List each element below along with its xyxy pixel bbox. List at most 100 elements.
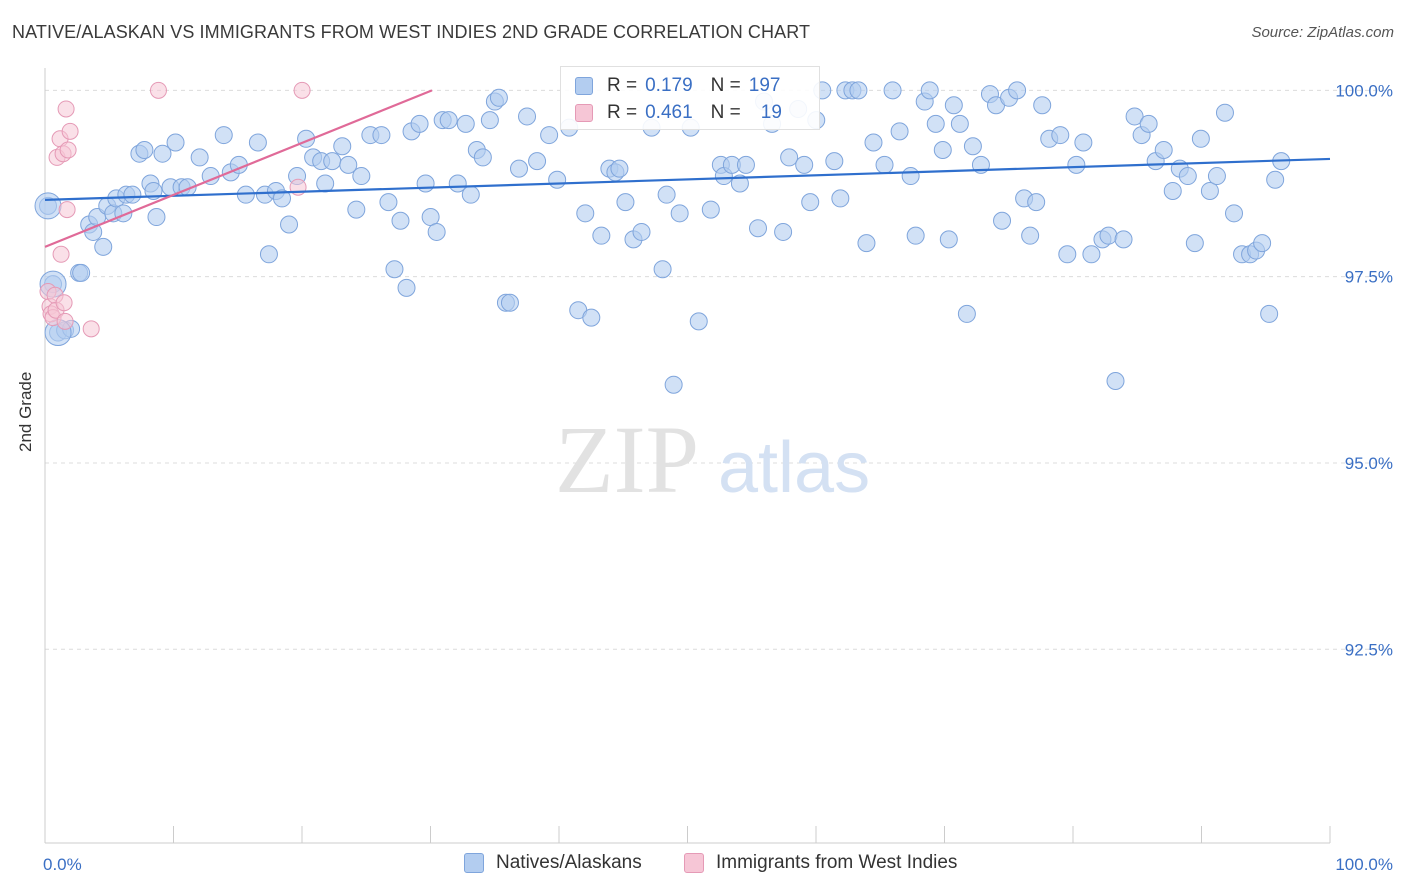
data-point-natives <box>1008 81 1027 100</box>
data-point-natives <box>416 174 435 193</box>
trend-line-natives <box>44 157 1331 201</box>
data-point-natives <box>147 208 166 227</box>
data-point-natives <box>944 96 963 115</box>
data-point-natives <box>1033 96 1052 115</box>
chart-title: NATIVE/ALASKAN VS IMMIGRANTS FROM WEST I… <box>12 22 811 42</box>
data-point-west-indies <box>57 100 75 118</box>
data-point-natives <box>926 114 945 133</box>
data-point-natives <box>864 133 883 152</box>
data-point-natives <box>190 148 209 167</box>
trend-line-west-indies <box>44 89 433 248</box>
data-point-west-indies <box>59 141 77 159</box>
watermark: ZIP atlas <box>555 406 870 513</box>
data-point-natives <box>1067 155 1086 174</box>
data-point-natives <box>1099 226 1118 245</box>
data-point-natives-large <box>34 192 62 220</box>
data-point-natives <box>259 245 278 264</box>
tick-labels: 100.0% 97.5% 95.0% 92.5% 0.0% 100.0% <box>43 81 1393 874</box>
data-point-natives <box>849 81 868 100</box>
y-tick-label: 95.0% <box>1345 454 1393 473</box>
data-point-natives <box>582 308 601 327</box>
data-point-natives <box>72 263 91 282</box>
data-point-natives <box>632 222 651 241</box>
data-point-natives <box>427 222 446 241</box>
data-point-natives <box>1106 371 1125 390</box>
data-point-natives <box>963 137 982 156</box>
data-point-natives <box>1266 170 1285 189</box>
data-point-natives <box>610 159 629 178</box>
data-point-natives <box>1051 126 1070 145</box>
data-point-west-indies <box>56 312 74 330</box>
data-point-natives <box>397 278 416 297</box>
legend-row-natives: R = 0.179 N = 197 <box>575 73 780 99</box>
data-point-natives <box>664 375 683 394</box>
data-point-natives <box>123 185 142 204</box>
data-point-natives <box>1021 226 1040 245</box>
data-point-natives <box>795 155 814 174</box>
data-point-natives <box>1163 181 1182 200</box>
data-point-natives <box>1253 234 1272 253</box>
data-point-natives <box>1185 234 1204 253</box>
data-point-natives <box>1178 167 1197 186</box>
data-point-natives <box>135 140 154 159</box>
data-point-natives <box>774 222 793 241</box>
data-point-natives <box>825 152 844 171</box>
data-point-natives <box>592 226 611 245</box>
data-point-natives <box>576 204 595 223</box>
data-point-natives <box>950 114 969 133</box>
data-point-natives <box>372 126 391 145</box>
watermark-zip: ZIP <box>555 406 699 513</box>
data-point-natives <box>780 148 799 167</box>
data-point-west-indies <box>55 294 73 312</box>
data-point-natives <box>473 148 492 167</box>
data-point-natives <box>272 189 291 208</box>
bottom-legend-natives: Natives/Alaskans <box>464 852 642 874</box>
legend-n-label: N = <box>710 75 741 96</box>
data-point-natives <box>456 114 475 133</box>
bottom-legend-label-natives: Natives/Alaskans <box>496 852 642 873</box>
data-point-natives <box>653 260 672 279</box>
data-point-natives <box>1215 103 1234 122</box>
data-point-natives <box>1200 181 1219 200</box>
data-point-natives <box>689 312 708 331</box>
data-point-west-indies <box>58 201 76 219</box>
legend-row-west-indies: R = 0.461 N = 19 <box>575 100 782 126</box>
data-point-natives <box>480 111 499 130</box>
data-point-natives <box>1058 245 1077 264</box>
data-point-natives <box>993 211 1012 230</box>
data-point-natives <box>153 144 172 163</box>
data-point-natives <box>323 152 342 171</box>
data-point-natives <box>391 211 410 230</box>
watermark-atlas: atlas <box>718 428 870 508</box>
bottom-legend-label-west-indies: Immigrants from West Indies <box>716 852 958 873</box>
data-point-natives <box>1207 167 1226 186</box>
data-point-natives <box>957 304 976 323</box>
x-tick-label-min: 0.0% <box>43 855 82 874</box>
y-tick-label: 97.5% <box>1345 268 1393 287</box>
data-point-natives <box>1260 304 1279 323</box>
data-point-natives <box>883 81 902 100</box>
data-point-natives <box>1225 204 1244 223</box>
data-point-west-indies <box>61 122 79 140</box>
data-point-west-indies <box>82 320 100 338</box>
data-point-natives <box>890 122 909 141</box>
data-point-natives <box>657 185 676 204</box>
stats-legend: R = 0.179 N = 197 R = 0.461 N = 19 <box>560 66 820 130</box>
bottom-legend-swatch-pink <box>684 853 704 873</box>
data-point-natives <box>316 174 335 193</box>
data-point-natives <box>1027 193 1046 212</box>
data-point-natives <box>749 219 768 238</box>
data-point-natives <box>94 237 113 256</box>
data-point-natives <box>616 193 635 212</box>
legend-n-value: 19 <box>760 102 782 123</box>
data-point-natives <box>461 185 480 204</box>
data-point-natives <box>518 107 537 126</box>
data-point-natives <box>1074 133 1093 152</box>
data-point-natives <box>730 174 749 193</box>
data-point-natives <box>280 215 299 234</box>
data-point-natives <box>801 193 820 212</box>
y-tick-label: 92.5% <box>1345 640 1393 659</box>
y-tick-label: 100.0% <box>1335 81 1393 100</box>
legend-r-label: R = <box>607 102 638 123</box>
